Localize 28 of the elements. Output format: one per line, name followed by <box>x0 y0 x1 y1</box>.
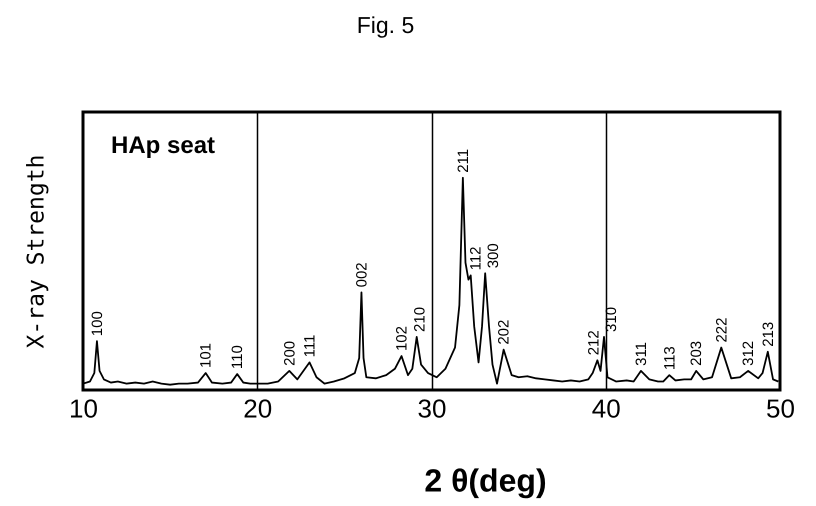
x-tick-label: 10 <box>69 394 98 424</box>
annotation: 113 <box>661 346 678 370</box>
annotation: 203 <box>688 340 706 366</box>
x-tick-label: 20 <box>243 394 272 424</box>
annotation: 111 <box>302 334 319 358</box>
annotation: 112 <box>468 246 485 270</box>
annotation: 211 <box>454 148 472 173</box>
annotation: 202 <box>496 320 513 345</box>
y-axis-title: X-ray Strength <box>24 154 50 348</box>
text: HAp seat <box>111 132 216 159</box>
annotation: 101 <box>198 342 215 368</box>
annotation: 212 <box>585 330 602 356</box>
x-axis-title: 2 θ(deg) <box>424 462 547 498</box>
x-tick-label: 50 <box>766 394 795 424</box>
annotation: 200 <box>281 340 298 366</box>
annotation: 102 <box>394 326 411 352</box>
annotation: 300 <box>485 243 502 268</box>
annotation: 110 <box>229 345 246 370</box>
x-tick-label: 30 <box>418 394 446 424</box>
annotation: 002 <box>353 262 370 288</box>
chart-title: Fig. 5 <box>356 12 414 38</box>
annotation: 213 <box>760 322 777 347</box>
annotation: 210 <box>412 306 429 332</box>
x-tick-label: 40 <box>592 394 621 424</box>
annotation: 311 <box>632 342 650 366</box>
annotation: 100 <box>88 311 106 336</box>
annotation: 222 <box>713 318 730 343</box>
annotation: 312 <box>740 340 758 366</box>
